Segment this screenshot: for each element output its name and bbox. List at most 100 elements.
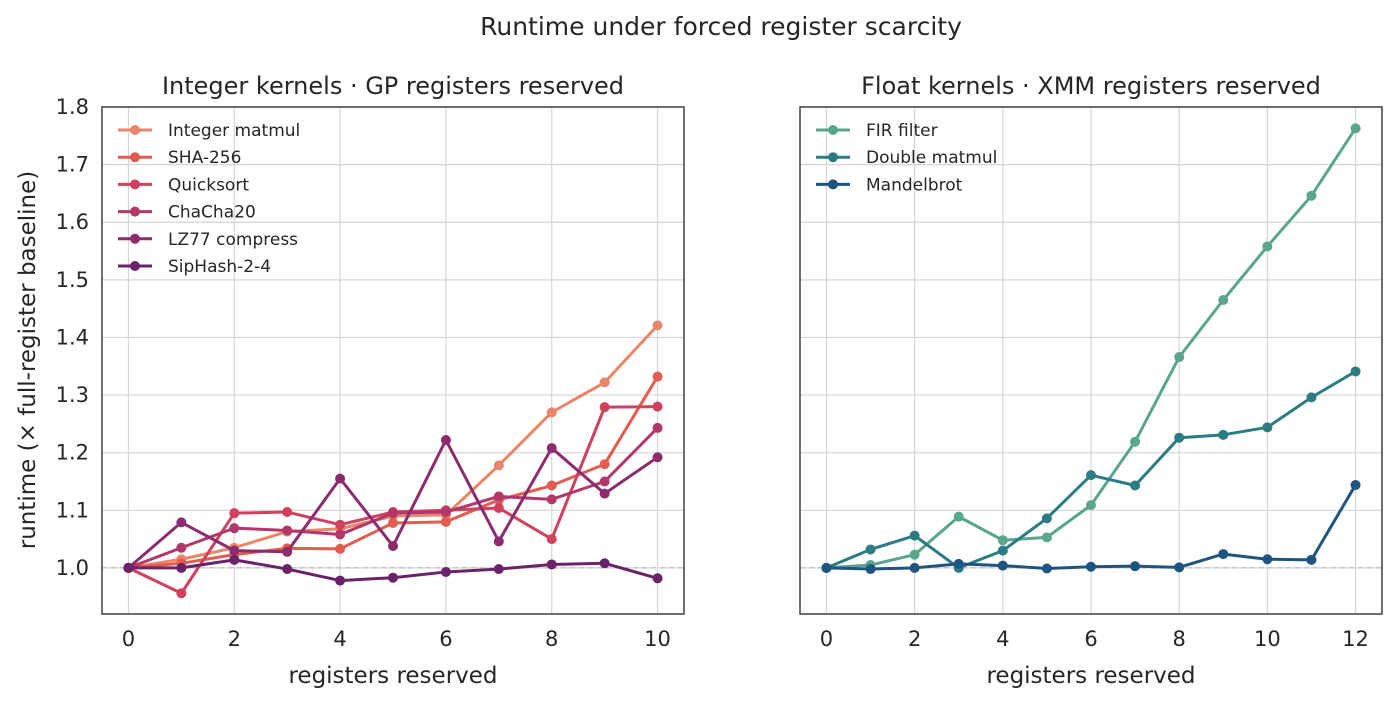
legend-marker <box>130 125 140 135</box>
data-point <box>440 566 451 577</box>
data-point <box>229 554 240 565</box>
data-point <box>440 507 451 518</box>
x-tick-label: 0 <box>122 627 135 651</box>
data-point <box>599 558 610 569</box>
axes-frame <box>799 106 1383 615</box>
legend-label: Quicksort <box>168 175 249 195</box>
data-point <box>599 402 610 413</box>
x-tick-label: 8 <box>1172 627 1185 651</box>
data-point <box>493 536 504 547</box>
data-point <box>652 452 663 463</box>
x-axis-label: registers reserved <box>288 663 497 689</box>
legend-label: Double matmul <box>866 148 997 168</box>
data-point <box>1041 563 1052 574</box>
data-point <box>599 377 610 388</box>
data-point <box>335 529 346 540</box>
data-point <box>546 559 557 570</box>
x-tick-label: 10 <box>1254 627 1281 651</box>
panel-float-kernels: 0 2 4 6 8 10 12 Float kernels · XMM registers r… <box>799 72 1383 689</box>
x-tick-label: 6 <box>1084 627 1097 651</box>
legend-marker <box>130 152 140 163</box>
legend-marker <box>828 152 838 163</box>
series-siphash-2-4 <box>123 554 663 586</box>
panel-title: Float kernels · XMM registers reserved <box>861 72 1321 100</box>
y-tick-label: 1.6 <box>56 210 89 234</box>
data-point <box>388 572 398 583</box>
legend-label: SipHash-2-4 <box>168 257 271 277</box>
data-point <box>1086 561 1096 572</box>
legend-label: ChaCha20 <box>168 203 256 223</box>
data-point <box>1086 500 1096 511</box>
panel-title: Integer kernels · GP registers reserved <box>162 72 624 100</box>
x-tick-label: 6 <box>439 627 452 651</box>
data-point <box>1350 123 1361 134</box>
data-point <box>1218 429 1229 440</box>
series-fir-filter <box>821 123 1361 573</box>
data-point <box>652 573 663 584</box>
data-point <box>440 516 451 527</box>
data-point <box>599 488 610 499</box>
data-point <box>546 534 557 545</box>
data-point <box>176 588 187 599</box>
data-point <box>546 494 557 505</box>
data-point <box>388 508 398 519</box>
x-tick-label: 4 <box>996 627 1009 651</box>
legend-marker <box>828 125 838 135</box>
data-point <box>953 558 964 569</box>
data-point <box>335 543 346 554</box>
data-point <box>1041 532 1052 543</box>
legend-label: LZ77 compress <box>168 230 298 250</box>
data-point <box>493 502 504 513</box>
x-tick-label: 10 <box>644 627 671 651</box>
data-point <box>1306 554 1317 565</box>
series-lz77-compress <box>123 435 663 573</box>
y-tick-label: 1.8 <box>56 95 89 119</box>
data-point <box>1130 480 1141 491</box>
data-point <box>652 422 663 433</box>
data-point <box>1350 479 1361 490</box>
data-point <box>1130 436 1141 447</box>
data-point <box>997 560 1008 571</box>
data-point <box>493 491 504 502</box>
chart-title: Runtime under forced register scarcity <box>480 12 962 41</box>
data-point <box>335 473 346 484</box>
data-point <box>909 530 920 541</box>
data-point <box>909 562 920 573</box>
data-point <box>282 564 293 575</box>
legend-marker <box>130 179 140 190</box>
y-tick-label: 1.0 <box>56 556 89 580</box>
data-point <box>493 564 504 575</box>
data-point <box>1086 470 1096 481</box>
data-point <box>1262 554 1273 565</box>
data-point <box>599 476 610 487</box>
legend-marker <box>130 206 140 217</box>
data-point <box>1174 352 1185 363</box>
data-point <box>546 407 557 418</box>
legend-label: Mandelbrot <box>866 175 963 195</box>
panel-integer-kernels: 0 2 4 6 8 10 1.0 1.1 1.2 1.3 1.4 1.5 1.6 1.7 1.8 Intege… <box>56 72 685 689</box>
series-quicksort <box>123 401 663 599</box>
y-tick-label: 1.1 <box>56 498 89 522</box>
data-point <box>176 542 187 553</box>
data-point <box>546 480 557 491</box>
data-point <box>282 507 293 518</box>
data-point <box>652 320 663 331</box>
data-point <box>493 460 504 471</box>
data-point <box>1262 241 1273 252</box>
data-point <box>282 525 293 536</box>
data-point <box>229 545 240 556</box>
data-point <box>1174 562 1185 573</box>
data-point <box>388 541 398 552</box>
x-tick-label: 4 <box>333 627 346 651</box>
y-tick-label: 1.7 <box>56 153 89 177</box>
x-tick-label: 2 <box>908 627 921 651</box>
data-point <box>599 459 610 470</box>
data-point <box>1350 366 1361 377</box>
data-point <box>229 523 240 534</box>
legend: FIR filter Double matmul Mandelbrot <box>816 121 997 195</box>
data-point <box>335 519 346 530</box>
data-point <box>865 564 876 575</box>
legend-marker <box>130 261 140 271</box>
